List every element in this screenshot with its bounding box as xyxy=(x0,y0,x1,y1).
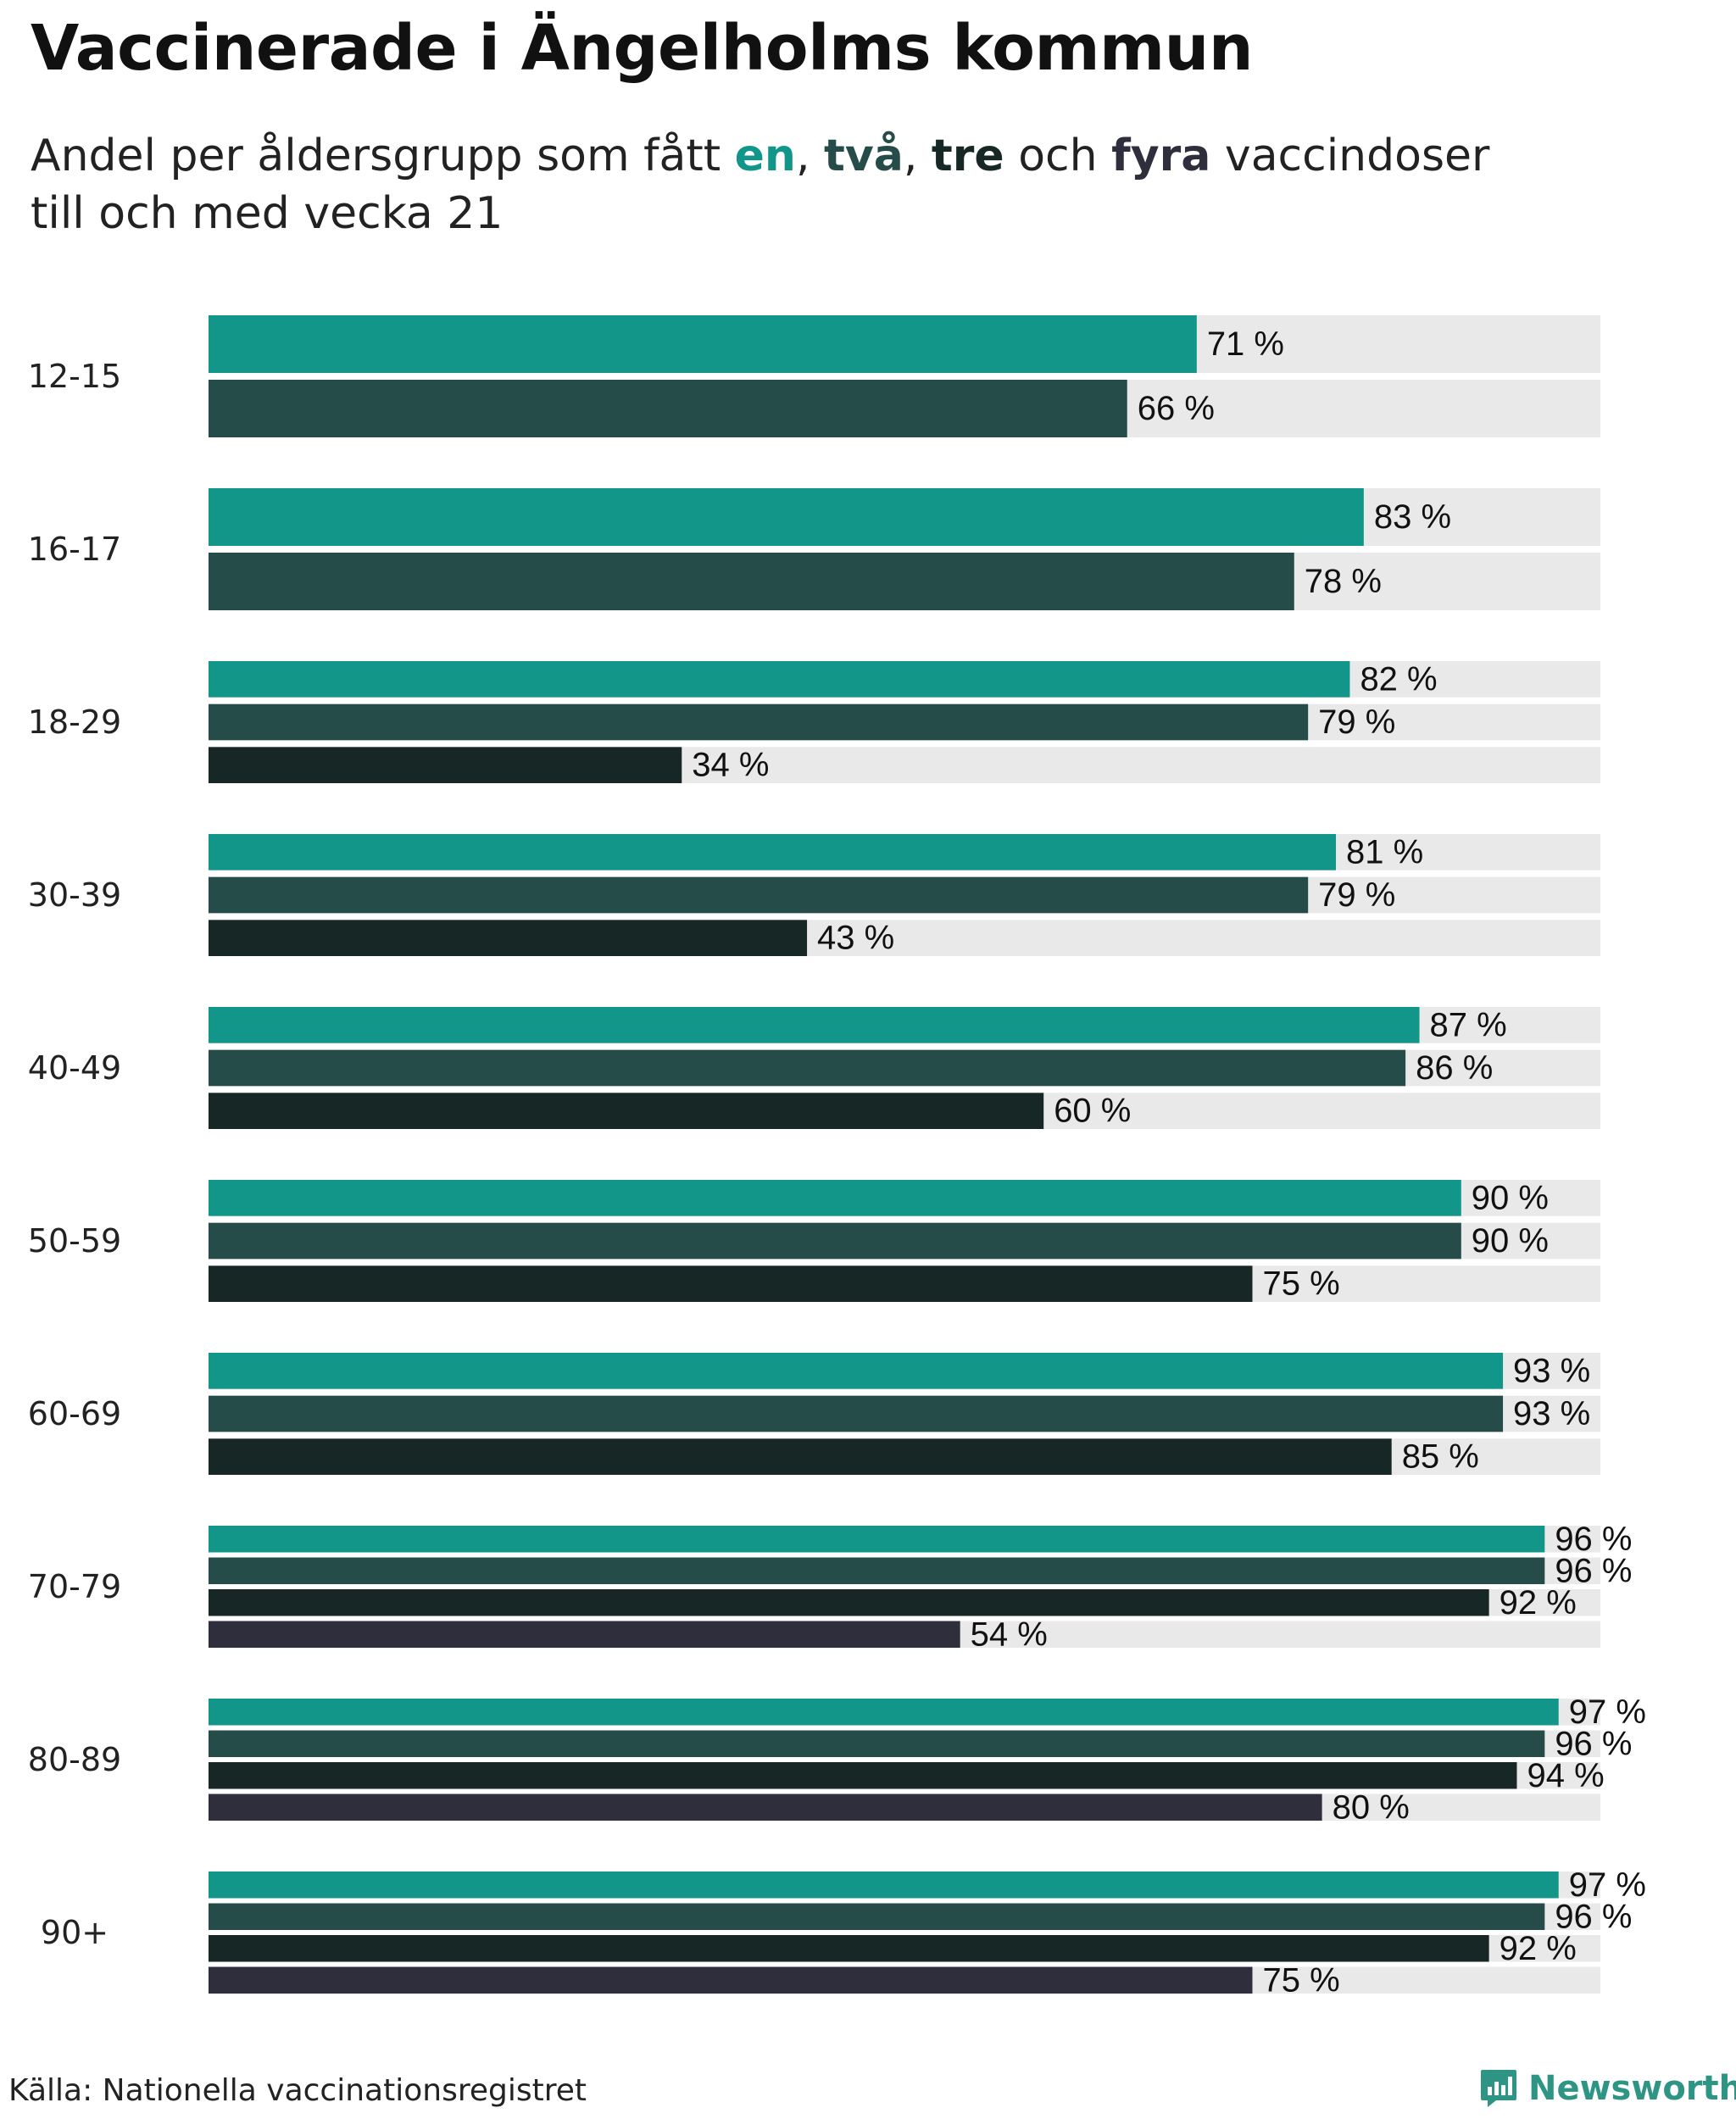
bar-2 xyxy=(209,1049,1406,1087)
bar-3 xyxy=(209,1265,1253,1302)
subtitle-prefix: Andel per åldersgrupp som fått xyxy=(31,131,735,181)
data-label: 96 % xyxy=(1555,1521,1632,1558)
bar-1 xyxy=(209,661,1350,698)
data-label: 94 % xyxy=(1527,1757,1604,1794)
subtitle-line2: till och med vecka 21 xyxy=(31,188,504,239)
subtitle-suffix: vaccindoser xyxy=(1210,131,1490,181)
data-label: 43 % xyxy=(817,920,894,957)
age-group-label: 12-15 xyxy=(28,358,121,395)
source-note: Källa: Nationella vaccinationsregistret xyxy=(8,2073,587,2108)
data-label: 82 % xyxy=(1360,660,1437,698)
bar-2 xyxy=(209,553,1294,610)
bar-1 xyxy=(209,1353,1504,1389)
bar-2 xyxy=(209,1557,1545,1584)
bar-3 xyxy=(209,1093,1044,1129)
bar-2 xyxy=(209,1395,1504,1432)
bar-2 xyxy=(209,704,1309,741)
bar-1 xyxy=(209,1872,1559,1899)
data-label: 85 % xyxy=(1402,1438,1479,1476)
bar-1 xyxy=(209,1699,1559,1726)
bar-2 xyxy=(209,876,1309,914)
bar-3 xyxy=(209,1589,1489,1616)
data-label: 75 % xyxy=(1263,1265,1340,1303)
data-label: 96 % xyxy=(1555,1725,1632,1762)
brand-logo: Newsworthy xyxy=(1479,2068,1736,2109)
bar-4 xyxy=(209,1966,1253,1994)
brand-name: Newsworthy xyxy=(1528,2069,1736,2108)
newsworthy-logo-icon xyxy=(1481,2070,1516,2107)
age-group-label: 40-49 xyxy=(28,1049,121,1087)
subtitle-dose-fyra: fyra xyxy=(1111,131,1211,181)
age-group-label: 70-79 xyxy=(28,1568,121,1605)
data-label: 34 % xyxy=(692,747,769,784)
data-label: 93 % xyxy=(1513,1352,1590,1389)
data-label: 54 % xyxy=(971,1616,1048,1653)
bar-1 xyxy=(209,488,1364,546)
age-group-label: 80-89 xyxy=(28,1741,121,1778)
chart-subtitle: Andel per åldersgrupp som fått en, två, … xyxy=(31,127,1556,242)
data-label: 90 % xyxy=(1472,1179,1549,1216)
data-label: 79 % xyxy=(1318,876,1395,914)
data-label: 97 % xyxy=(1569,1694,1646,1731)
bar-4 xyxy=(209,1621,960,1648)
bar-3 xyxy=(209,1935,1489,1962)
bar-2 xyxy=(209,380,1127,437)
chart-title: Vaccinerade i Ängelholms kommun xyxy=(31,12,1254,85)
age-group-label: 90+ xyxy=(41,1914,108,1951)
bar-1 xyxy=(209,1007,1420,1043)
data-label: 75 % xyxy=(1263,1961,1340,1999)
data-label: 87 % xyxy=(1430,1006,1507,1043)
data-label: 79 % xyxy=(1318,704,1395,741)
bar-2 xyxy=(209,1222,1461,1260)
data-label: 96 % xyxy=(1555,1552,1632,1589)
subtitle-dose-tre: tre xyxy=(931,131,1004,181)
age-group-label: 30-39 xyxy=(28,876,121,914)
data-label: 71 % xyxy=(1207,325,1284,363)
subtitle-dose-en: en xyxy=(734,131,796,181)
data-label: 97 % xyxy=(1569,1866,1646,1904)
bar-3 xyxy=(209,1762,1517,1789)
bar-2 xyxy=(209,1903,1545,1930)
subtitle-dose-tva: två xyxy=(824,131,904,181)
data-label: 80 % xyxy=(1333,1788,1410,1826)
bar-3 xyxy=(209,747,682,783)
data-label: 83 % xyxy=(1374,498,1451,536)
bar-1 xyxy=(209,1180,1461,1216)
data-label: 93 % xyxy=(1513,1395,1590,1432)
data-label: 78 % xyxy=(1305,563,1382,600)
bar-chart: 12-15 71 % 66 % 16-17 83 % 78 % 18-29 82 % 79 % 3… xyxy=(28,315,1646,1999)
bar-3 xyxy=(209,1438,1392,1475)
data-label: 96 % xyxy=(1555,1898,1632,1935)
bar-4 xyxy=(209,1794,1322,1821)
subtitle-sep: , xyxy=(795,131,825,181)
bar-1 xyxy=(209,834,1337,870)
data-label: 66 % xyxy=(1138,390,1215,427)
data-label: 81 % xyxy=(1346,833,1423,870)
age-group-label: 60-69 xyxy=(28,1395,121,1432)
age-group-label: 16-17 xyxy=(28,531,121,568)
data-label: 60 % xyxy=(1054,1093,1131,1130)
age-group-label: 50-59 xyxy=(28,1222,121,1260)
data-label: 90 % xyxy=(1472,1222,1549,1260)
data-label: 86 % xyxy=(1416,1049,1493,1087)
subtitle-mid: och xyxy=(1004,131,1112,181)
subtitle-sep: , xyxy=(903,131,932,181)
bar-1 xyxy=(209,315,1197,373)
data-label: 92 % xyxy=(1500,1584,1577,1621)
bar-1 xyxy=(209,1526,1545,1553)
age-group-label: 18-29 xyxy=(28,704,121,741)
bar-2 xyxy=(209,1730,1545,1757)
data-label: 92 % xyxy=(1500,1930,1577,1967)
bar-3 xyxy=(209,920,808,956)
